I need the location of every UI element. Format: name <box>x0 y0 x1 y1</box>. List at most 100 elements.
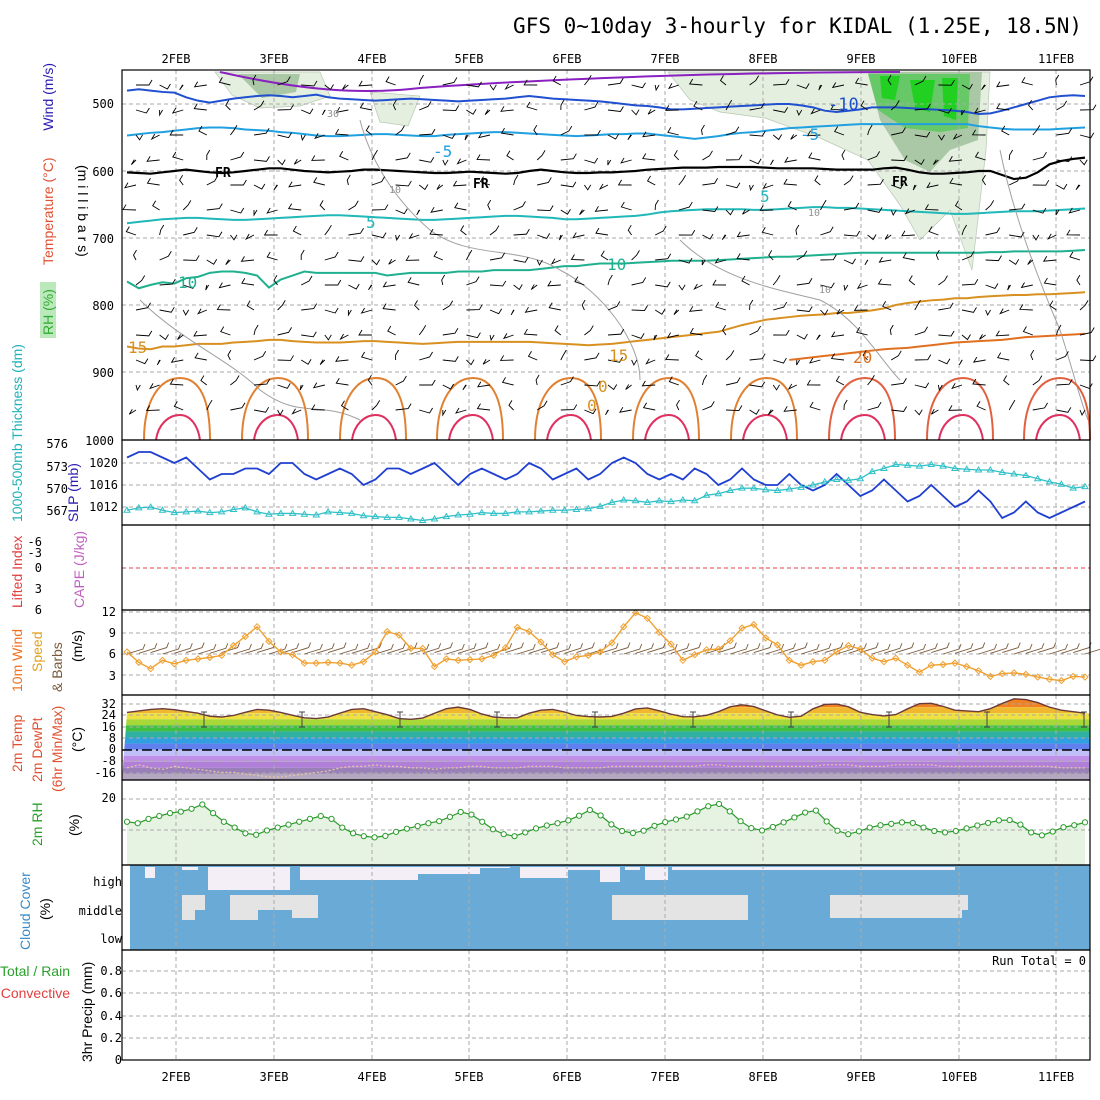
wind-barb <box>808 357 821 364</box>
wind-barb <box>335 106 349 113</box>
wind-barb <box>607 78 624 86</box>
wind-barb <box>818 84 823 91</box>
wind-barb <box>787 383 797 391</box>
wind-barb <box>1009 231 1025 238</box>
wind-barb <box>489 84 497 91</box>
surface-wind-barb <box>552 643 572 655</box>
contour-label: 10 <box>607 255 626 274</box>
wind-barb <box>159 334 169 341</box>
rh-marker <box>317 812 324 820</box>
wind-barb <box>655 281 671 288</box>
thickness-marker <box>1010 470 1018 477</box>
date-label-top: 5FEB <box>455 52 484 66</box>
surface-wind-barb <box>304 643 323 655</box>
wind-barb <box>324 251 339 261</box>
rh-marker <box>909 819 916 827</box>
wind-barb <box>179 174 184 186</box>
wind-barb <box>790 134 798 140</box>
wind-speed-marker <box>773 641 782 649</box>
wind-barb <box>125 226 137 236</box>
slp-tick: 1016 <box>89 478 118 492</box>
surface-wind-barb <box>292 642 311 654</box>
thickness-marker <box>359 511 368 519</box>
surface-contour <box>241 376 309 441</box>
wind-barb <box>1022 326 1033 336</box>
wind-speed-marker <box>880 657 888 666</box>
wind-barb <box>627 134 632 141</box>
wind-barb <box>244 233 255 241</box>
wind-barb <box>951 383 963 390</box>
cloud-high-gap <box>645 867 668 880</box>
wind-barb <box>407 277 420 286</box>
wind-speed-marker <box>454 656 462 665</box>
wind-barb <box>961 334 971 341</box>
temperature-contour <box>126 206 1086 225</box>
cloud-high-gap <box>145 867 155 878</box>
rh-marker <box>769 823 776 831</box>
rh-marker <box>802 809 809 816</box>
wind-barb <box>466 81 482 88</box>
wind-barb <box>914 131 931 138</box>
wind-barb <box>667 127 679 136</box>
date-label-bottom: 6FEB <box>553 1070 582 1084</box>
speed-tick: 9 <box>109 626 116 640</box>
wind-speed-marker <box>206 653 214 662</box>
rh-contour <box>359 119 641 381</box>
wind-barb <box>419 157 435 163</box>
wind-barb <box>418 324 427 336</box>
thickness-marker <box>619 496 628 503</box>
wind-barb <box>867 401 882 411</box>
data-layer <box>122 71 1100 841</box>
wind-barb <box>441 274 446 286</box>
bottom-date-axis: 2FEB 3FEB 4FEB 5FEB 6FEB 7FEB 8FEB 9FEB … <box>162 1070 1075 1084</box>
wind-barb <box>169 129 184 136</box>
wind-barb <box>150 133 160 141</box>
thickness-axis-label: 1000-500mb Thickness (dm) <box>9 344 25 522</box>
rh-marker <box>296 818 303 825</box>
wind-barb <box>206 149 211 160</box>
wind-barb <box>1032 234 1040 241</box>
wind-barb <box>584 157 599 164</box>
wind-barb <box>216 304 231 311</box>
wind-barb <box>749 184 754 192</box>
wind-barb <box>938 134 945 141</box>
wind-barb <box>240 256 255 262</box>
wind-speed-marker <box>383 627 391 636</box>
temp-band <box>122 743 1090 750</box>
wind-barb <box>1055 74 1060 86</box>
temp-tick: 0 <box>109 742 116 756</box>
wind-barb <box>808 152 821 161</box>
minmax-bar <box>299 711 305 728</box>
wind-barb <box>1079 327 1095 336</box>
wind-barb <box>159 224 165 236</box>
wind-barb <box>487 199 492 211</box>
cloud-mid-gap <box>230 895 258 920</box>
wind-speed-marker <box>939 660 947 669</box>
rh-marker <box>855 828 863 835</box>
temp-band <box>122 767 1090 774</box>
wind-barb <box>702 178 719 186</box>
wind-barb <box>594 206 609 212</box>
cloud-high-gap <box>600 867 620 882</box>
rh-marker <box>877 822 884 829</box>
wind-barb <box>884 234 892 240</box>
wind-barb <box>996 103 1010 111</box>
date-label-bottom: 11FEB <box>1038 1070 1074 1084</box>
wind-barb <box>607 328 625 336</box>
thickness-marker <box>194 507 202 514</box>
thickness-marker <box>998 468 1007 475</box>
wind-barb <box>570 254 585 261</box>
rh-marker <box>446 813 454 820</box>
speed-label: Speed <box>29 632 45 672</box>
wind-barb <box>452 180 467 187</box>
wind-barb <box>548 302 561 311</box>
rh-legend-label: RH (%) <box>40 289 56 335</box>
wind-barb <box>796 359 800 366</box>
wind-barb <box>891 127 906 136</box>
wind-barb <box>673 309 680 315</box>
wind-barb <box>1079 383 1093 390</box>
rh-marker <box>436 818 443 825</box>
wind-barb <box>502 333 514 340</box>
wind-barb <box>607 274 613 286</box>
wind-barb <box>266 207 278 214</box>
